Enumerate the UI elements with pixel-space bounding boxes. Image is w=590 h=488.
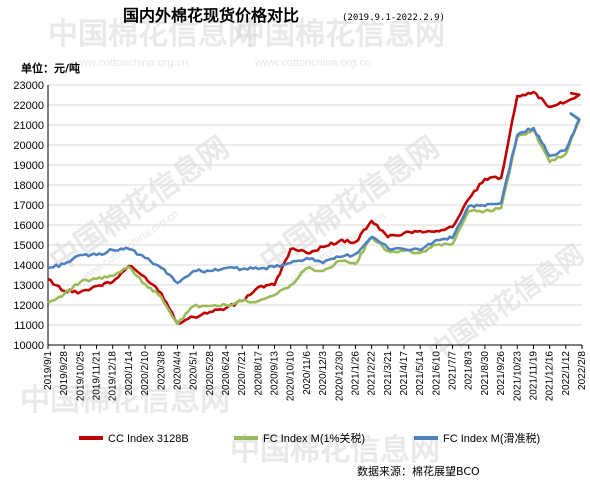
x-tick-label: 2019/11/21 — [92, 351, 103, 401]
y-tick-label: 14000 — [13, 260, 44, 272]
x-tick-label: 2020/7/21 — [237, 351, 248, 396]
x-tick-label: 2021/6/10 — [431, 351, 442, 396]
watermark-url-2: www.cottonchina.org.cn — [254, 57, 371, 69]
x-tick-label: 2019/12/18 — [108, 351, 119, 401]
y-tick-label: 17000 — [13, 200, 44, 212]
series-line-2 — [47, 111, 581, 285]
y-tick-label: 15000 — [13, 240, 44, 252]
y-tick-label: 11000 — [14, 320, 44, 332]
x-tick-label: 2020/12/30 — [334, 351, 345, 401]
x-tick-label: 2021/10/23 — [512, 351, 523, 401]
y-tick-label: 13000 — [13, 280, 44, 292]
series-line-0 — [47, 90, 581, 325]
chart-title: 国内外棉花现货价格对比 — [123, 6, 299, 25]
watermark-url-1: www.cottonchina.org.cn — [71, 57, 188, 69]
data-source-note: 数据来源：棉花展望BCO — [357, 464, 480, 478]
x-tick-label: 2022/2/8 — [577, 351, 588, 390]
watermark-text-5: 中国棉花信息网 — [20, 383, 230, 418]
y-tick-label: 22000 — [13, 100, 44, 112]
series-lines — [47, 90, 581, 326]
x-tick-label: 2020/4/4 — [172, 351, 183, 390]
x-tick-label: 2020/11/6 — [302, 351, 313, 395]
series-line-1 — [47, 111, 581, 326]
y-tick-label: 19000 — [13, 160, 44, 172]
y-tick-label: 21000 — [13, 120, 44, 132]
x-tick-label: 2021/7/7 — [448, 351, 459, 390]
watermark-text-2: 中国棉花信息网 — [235, 17, 445, 52]
y-tick-label: 20000 — [13, 140, 44, 152]
x-tick-label: 2021/5/14 — [415, 351, 426, 396]
x-tick-label: 2020/3/8 — [156, 351, 167, 390]
x-tick-label: 2019/9/28 — [59, 351, 70, 396]
watermark-text-1: 中国棉花信息网 — [48, 17, 258, 52]
x-tick-label: 2021/4/17 — [399, 351, 410, 396]
y-tick-label: 16000 — [13, 220, 44, 232]
x-tick-label: 2021/2/22 — [367, 351, 378, 396]
watermark-text-7: 中国棉花信息网 — [423, 239, 590, 369]
x-tick-label: 2020/5/28 — [205, 351, 216, 396]
x-tick-label: 2020/8/17 — [253, 351, 264, 396]
x-tick-label: 2021/12/16 — [545, 351, 556, 401]
legend: CC Index 3128B FC Index M(1%关税) FC Index… — [79, 431, 540, 445]
x-tick-label: 2020/9/13 — [270, 351, 281, 396]
y-tick-labels: 10000 11000 12000 13000 14000 15000 16000 17000… — [13, 80, 44, 352]
x-tick-label: 2021/3/21 — [383, 351, 394, 396]
x-tick-label: 2021/9/26 — [496, 351, 507, 396]
watermark-text-4: 中国棉花信息网 — [44, 130, 236, 279]
x-tick-label: 2020/6/24 — [221, 351, 232, 396]
x-tick-label: 2020/1/14 — [124, 351, 135, 396]
x-tick-label: 2021/1/26 — [350, 351, 361, 396]
x-tick-label: 2021/8/3 — [464, 351, 475, 390]
y-tick-label: 18000 — [13, 180, 44, 192]
x-tick-label: 2021/11/19 — [528, 351, 539, 401]
y-axis-unit-label: 单位：元/吨 — [21, 61, 80, 75]
legend-label-cc-index: CC Index 3128B — [108, 433, 189, 445]
chart-subtitle: (2019.9.1-2022.2.9) — [342, 13, 445, 23]
y-tick-label: 23000 — [13, 80, 44, 92]
watermark-text-6: 中国棉花信息网 — [230, 433, 440, 468]
x-tick-label: 2021/8/30 — [480, 351, 491, 396]
x-tick-label: 2019/10/25 — [75, 351, 86, 401]
x-tick-label: 2020/2/10 — [140, 351, 151, 396]
x-tick-label: 2020/12/3 — [318, 351, 329, 396]
x-tick-label: 2020/10/10 — [286, 351, 297, 401]
x-tick-labels: 2019/9/1 2019/9/28 2019/10/25 2019/11/21 201… — [43, 351, 588, 401]
legend-label-fc-index-1pct: FC Index M(1%关税) — [263, 431, 365, 445]
x-tick-label: 2019/9/1 — [43, 351, 54, 390]
y-tick-label: 10000 — [13, 340, 44, 352]
legend-label-fc-index-sliding: FC Index M(滑准税) — [443, 431, 540, 445]
y-tick-label: 12000 — [13, 300, 44, 312]
x-tick-label: 2022/1/12 — [561, 351, 572, 396]
x-tick-label: 2020/5/1 — [189, 351, 200, 390]
